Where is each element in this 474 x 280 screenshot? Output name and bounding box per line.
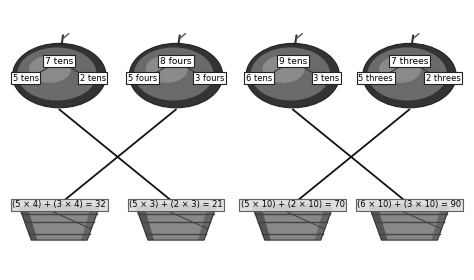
Ellipse shape — [129, 43, 223, 108]
Text: (5 × 3) + (2 × 3) = 21: (5 × 3) + (2 × 3) = 21 — [129, 200, 223, 209]
Polygon shape — [253, 208, 332, 240]
Polygon shape — [19, 208, 99, 240]
Polygon shape — [81, 208, 99, 240]
Ellipse shape — [263, 55, 304, 83]
Text: 5 threes: 5 threes — [358, 74, 393, 83]
Ellipse shape — [251, 47, 330, 101]
Polygon shape — [370, 208, 388, 240]
Polygon shape — [137, 208, 216, 240]
Text: 5 tens: 5 tens — [13, 74, 39, 83]
Polygon shape — [431, 208, 449, 240]
Polygon shape — [198, 208, 216, 240]
Ellipse shape — [363, 43, 456, 108]
Ellipse shape — [137, 204, 216, 211]
Text: 3 tens: 3 tens — [313, 74, 339, 83]
Ellipse shape — [17, 47, 97, 101]
Text: 2 threes: 2 threes — [426, 74, 460, 83]
Ellipse shape — [379, 55, 421, 83]
Text: (5 × 4) + (3 × 4) = 32: (5 × 4) + (3 × 4) = 32 — [12, 200, 106, 209]
Ellipse shape — [370, 204, 449, 211]
Polygon shape — [370, 208, 449, 240]
Text: 7 tens: 7 tens — [45, 57, 73, 66]
Ellipse shape — [367, 47, 447, 101]
Text: 5 fours: 5 fours — [128, 74, 157, 83]
Ellipse shape — [134, 47, 213, 101]
Ellipse shape — [29, 55, 71, 83]
Text: 9 tens: 9 tens — [279, 57, 307, 66]
Text: (6 × 10) + (3 × 10) = 90: (6 × 10) + (3 × 10) = 90 — [357, 200, 462, 209]
Text: (5 × 10) + (2 × 10) = 70: (5 × 10) + (2 × 10) = 70 — [241, 200, 345, 209]
Text: 2 tens: 2 tens — [80, 74, 106, 83]
Polygon shape — [315, 208, 332, 240]
Polygon shape — [253, 208, 271, 240]
Polygon shape — [137, 208, 154, 240]
Polygon shape — [19, 208, 37, 240]
Text: 8 fours: 8 fours — [160, 57, 192, 66]
Text: 7 threes: 7 threes — [391, 57, 428, 66]
Ellipse shape — [253, 204, 332, 211]
Text: 6 tens: 6 tens — [246, 74, 272, 83]
Ellipse shape — [246, 43, 339, 108]
Ellipse shape — [19, 204, 99, 211]
Ellipse shape — [13, 43, 106, 108]
Text: 3 fours: 3 fours — [195, 74, 224, 83]
Ellipse shape — [146, 55, 188, 83]
